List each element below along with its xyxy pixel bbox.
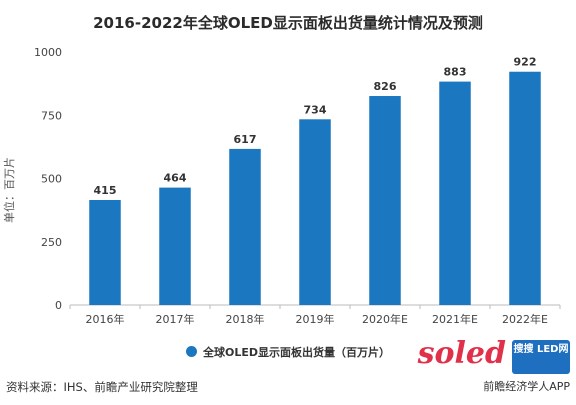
bar xyxy=(229,148,261,305)
y-tick-label: 500 xyxy=(41,173,62,186)
chart-legend: 全球OLED显示面板出货量（百万片） xyxy=(0,344,576,360)
source-note: 资料来源：IHS、前瞻产业研究院整理 xyxy=(6,380,198,394)
x-tick-label: 2016年 xyxy=(86,312,125,326)
soled-logo-icon: soled xyxy=(417,336,506,371)
data-label: 883 xyxy=(444,66,467,79)
data-label: 617 xyxy=(234,133,257,146)
bar xyxy=(89,200,121,305)
watermark-caption: 前瞻经济学人APP xyxy=(483,380,570,393)
y-tick-label: 250 xyxy=(41,236,62,249)
y-tick-label: 0 xyxy=(55,299,62,312)
led-badge-icon: 搜搜 LED网 xyxy=(512,340,570,374)
legend-label: 全球OLED显示面板出货量（百万片） xyxy=(202,346,390,359)
bar xyxy=(509,71,541,305)
x-tick-label: 2018年 xyxy=(226,312,265,326)
chart-title: 2016-2022年全球OLED显示面板出货量统计情况及预测 xyxy=(93,14,483,32)
bar xyxy=(299,119,331,305)
bar xyxy=(369,96,401,305)
y-tick-label: 1000 xyxy=(34,46,62,59)
x-tick-label: 2021年E xyxy=(432,312,478,326)
watermark: soled 搜搜 LED网 前瞻经济学人APP xyxy=(417,334,570,400)
x-tick-label: 2020年E xyxy=(362,312,408,326)
bar-chart: 0 250 500 750 1000 415 2016年 464 2017年 617 2018年 73… xyxy=(34,46,561,326)
data-label: 922 xyxy=(514,56,537,69)
x-tick-label: 2022年E xyxy=(502,312,548,326)
data-label: 415 xyxy=(94,184,117,197)
bar xyxy=(439,81,471,305)
x-tick-label: 2019年 xyxy=(296,312,335,326)
bar xyxy=(159,187,191,305)
x-tick-label: 2017年 xyxy=(156,312,195,326)
data-label: 826 xyxy=(374,80,397,93)
legend-swatch-icon xyxy=(185,346,197,357)
y-tick-label: 750 xyxy=(41,109,62,122)
data-label: 734 xyxy=(304,103,327,116)
data-label: 464 xyxy=(164,172,187,185)
